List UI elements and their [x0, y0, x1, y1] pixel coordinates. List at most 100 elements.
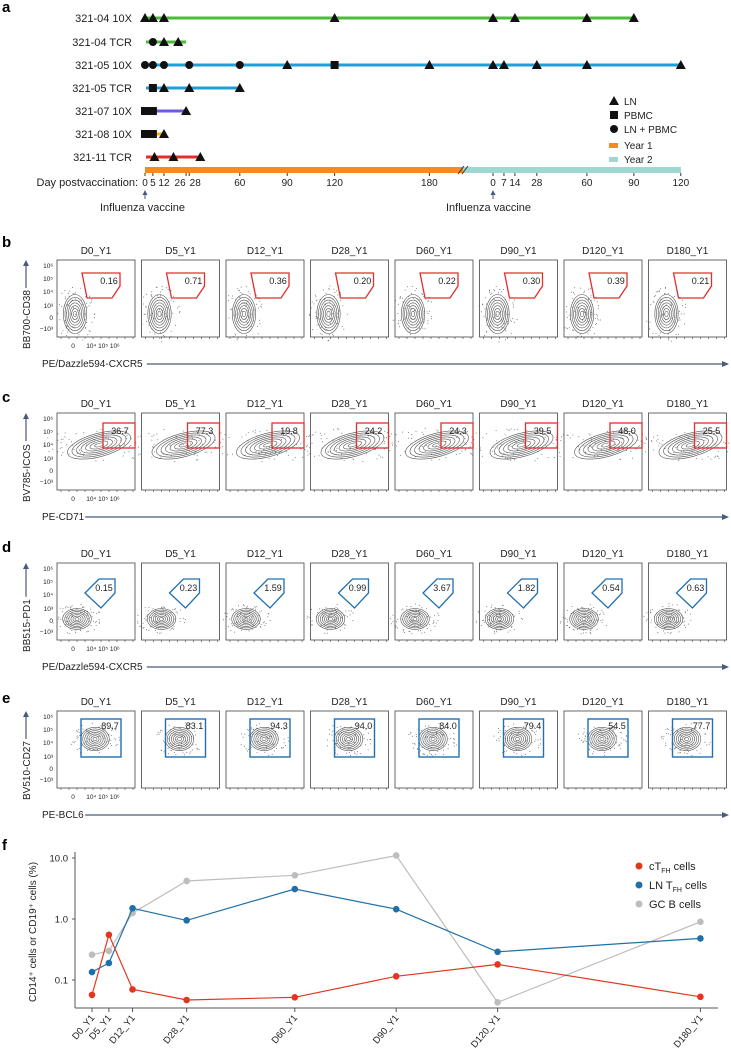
event-dot	[496, 613, 498, 615]
event-dot	[581, 739, 582, 741]
event-dot	[637, 445, 639, 447]
event-dot	[426, 628, 428, 629]
event-dot	[152, 620, 154, 622]
event-dot	[76, 735, 78, 737]
event-dot	[240, 744, 242, 746]
contour-line	[258, 440, 278, 450]
event-dot	[350, 754, 351, 756]
event-dot	[490, 293, 492, 295]
event-dot	[421, 446, 423, 447]
event-dot	[111, 726, 113, 728]
event-dot	[259, 323, 261, 325]
flow-plot-e: 84.0	[394, 710, 474, 790]
contour-line	[334, 436, 371, 454]
event-dot	[280, 747, 282, 749]
event-dot	[571, 329, 573, 331]
event-dot	[399, 297, 401, 299]
event-dot	[424, 753, 425, 755]
gate-rectangle	[693, 422, 728, 449]
contour-line	[149, 296, 170, 332]
event-dot	[356, 751, 358, 753]
event-dot	[276, 747, 278, 749]
event-dot	[395, 626, 397, 628]
gate-frequency: 94.3	[270, 721, 288, 731]
event-dot	[403, 308, 405, 310]
event-dot	[241, 310, 243, 312]
event-dot	[672, 617, 674, 619]
plot-frame	[648, 562, 727, 641]
event-dot	[565, 327, 567, 329]
event-dot	[83, 432, 85, 434]
flow-plot-title: D12_Y1	[247, 697, 284, 708]
event-dot	[588, 608, 590, 609]
event-dot	[245, 748, 247, 750]
event-dot	[309, 447, 311, 449]
flow-plot-e: 77.7	[648, 710, 727, 790]
event-dot	[141, 323, 143, 325]
event-dot	[435, 727, 437, 729]
event-dot	[502, 604, 504, 606]
event-dot	[511, 626, 513, 628]
event-dot	[182, 752, 184, 754]
event-dot	[154, 615, 156, 617]
event-dot	[431, 459, 433, 461]
event-dot	[416, 324, 418, 326]
event-dot	[495, 286, 497, 287]
gate-pentagon	[591, 578, 623, 609]
event-dot	[578, 619, 580, 621]
event-dot	[311, 620, 313, 622]
event-dot	[702, 433, 704, 435]
event-dot	[302, 456, 304, 458]
event-dot	[679, 317, 680, 319]
event-dot	[406, 616, 408, 617]
event-dot	[478, 305, 480, 307]
event-dot	[268, 726, 270, 728]
y-tick-label: −10³	[40, 777, 54, 784]
contour-line	[316, 294, 341, 334]
event-dot	[85, 631, 87, 633]
event-dot	[343, 328, 345, 330]
event-dot	[442, 734, 444, 736]
contour-line	[85, 438, 113, 452]
event-dot	[228, 295, 230, 297]
contour-line	[511, 733, 524, 745]
timeline-triangle-marker	[140, 13, 150, 22]
event-dot	[600, 620, 602, 622]
event-dot	[87, 334, 89, 336]
event-dot	[410, 438, 412, 439]
event-dot	[246, 302, 248, 304]
event-dot	[43, 444, 45, 446]
event-dot	[64, 320, 66, 322]
contour-line	[67, 430, 131, 460]
contour-line	[418, 436, 456, 454]
event-dot	[159, 632, 161, 634]
event-dot	[677, 752, 679, 754]
contour-line	[155, 614, 168, 624]
event-dot	[254, 432, 256, 434]
event-dot	[79, 449, 81, 451]
gate-frequency: 0.99	[349, 583, 367, 593]
event-dot	[148, 629, 150, 631]
legend-marker	[635, 862, 643, 870]
event-dot	[537, 457, 539, 459]
event-dot	[567, 621, 568, 623]
event-dot	[266, 737, 268, 739]
event-dot	[86, 615, 88, 617]
gate-frequency: 1.82	[518, 583, 536, 593]
year1-tick-label: 120	[326, 178, 343, 189]
event-dot	[143, 627, 145, 629]
event-dot	[243, 604, 245, 606]
event-dot	[406, 608, 408, 610]
event-dot	[389, 435, 391, 437]
event-dot	[407, 437, 409, 439]
event-dot	[687, 751, 689, 753]
timeline-triangle-marker	[628, 13, 639, 22]
contour-line	[658, 430, 723, 460]
contour-line	[157, 310, 162, 318]
contour-line	[70, 614, 84, 624]
event-dot	[676, 730, 678, 732]
event-dot	[596, 628, 598, 630]
gate-frequency: 19.8	[280, 426, 298, 436]
event-dot	[655, 332, 657, 334]
event-dot	[714, 429, 716, 431]
